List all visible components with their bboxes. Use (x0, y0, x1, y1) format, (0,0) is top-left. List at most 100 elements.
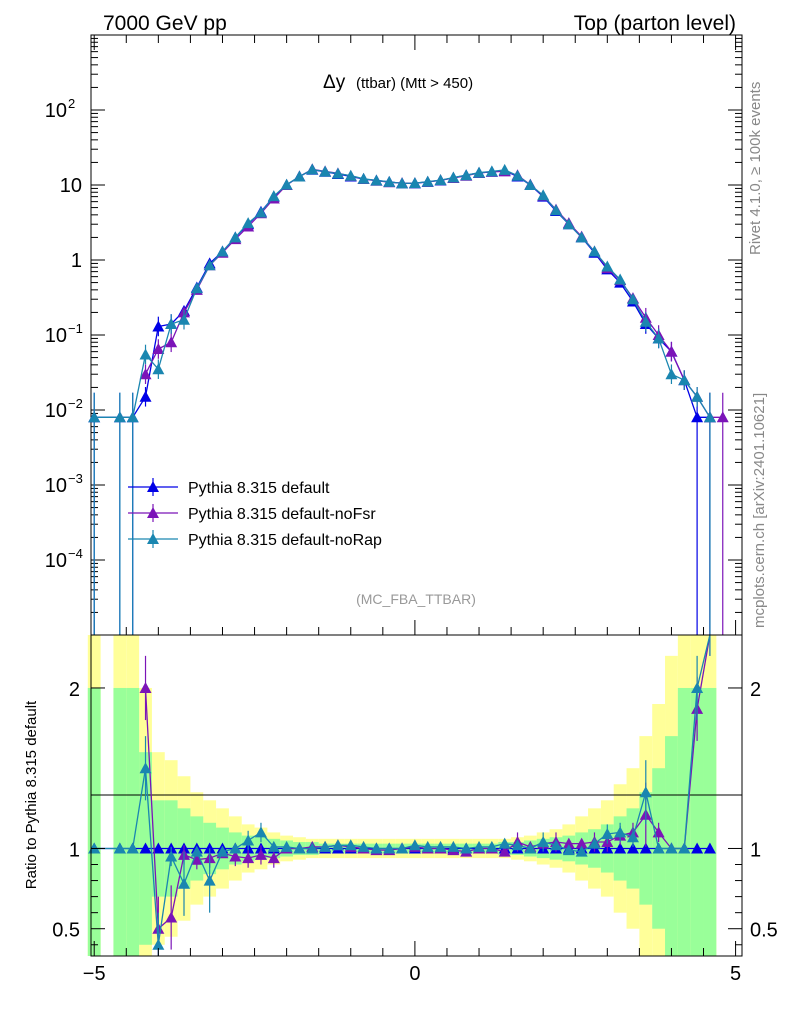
upper-y-tick-label: 10 (60, 175, 82, 197)
ratio-y-tick-label-right: 1 (750, 839, 761, 861)
ratio-data-point (319, 840, 332, 852)
ratio-data-point (165, 850, 178, 862)
upper-y-tick-label: 1 (71, 250, 82, 272)
ratio-y-tick-label-right: 2 (750, 679, 761, 701)
upper-data-point (165, 336, 178, 348)
upper-data-point (678, 374, 691, 386)
ratio-data-point (408, 839, 421, 851)
upper-y-tick-exponent: −1 (68, 321, 83, 336)
ratio-data-point (614, 842, 627, 854)
upper-series-group (88, 163, 729, 635)
ratio-data-point (113, 842, 126, 854)
plot-title-main: Δy (323, 72, 346, 93)
upper-data-point (537, 189, 550, 201)
upper-data-point (524, 179, 537, 190)
upper-data-point (601, 260, 614, 272)
upper-y-tick-exponent: −3 (68, 471, 83, 486)
ratio-data-point (614, 826, 627, 838)
green-band-bin (703, 687, 717, 956)
upper-data-point (139, 368, 152, 380)
ratio-data-point (152, 842, 165, 854)
ratio-data-point (550, 839, 562, 851)
upper-data-point (165, 318, 178, 330)
legend-label: Pythia 8.315 default-noRap (188, 532, 382, 549)
upper-data-point (113, 411, 126, 423)
upper-data-point (691, 411, 704, 423)
upper-axis-ticks (91, 35, 742, 636)
ratio-data-point (511, 839, 524, 851)
upper-data-point (575, 231, 588, 243)
ratio-y-tick-label: 0.5 (52, 920, 80, 942)
upper-data-point (306, 163, 319, 175)
upper-series-line-0 (94, 169, 710, 418)
ratio-data-point (434, 840, 447, 852)
legend-label: Pythia 8.315 default (188, 480, 330, 497)
upper-data-point (370, 174, 383, 186)
ratio-data-point (473, 840, 486, 852)
x-tick-labels: −5 0 5 (83, 963, 741, 985)
upper-data-point (383, 175, 396, 187)
ratio-y-tick-label-right: 0.5 (750, 920, 778, 942)
upper-data-point (614, 273, 627, 285)
ratio-data-point (678, 842, 691, 854)
ratio-data-point (139, 681, 152, 693)
ratio-data-point (267, 840, 280, 852)
upper-data-point (588, 245, 601, 257)
upper-data-point (473, 166, 486, 178)
ratio-data-point (639, 786, 652, 798)
upper-data-point (152, 343, 165, 355)
ratio-data-point (652, 842, 665, 854)
upper-data-point (498, 163, 511, 175)
rivet-label: Rivet 4.1.0, ≥ 100k events (747, 82, 764, 255)
ratio-data-point (575, 837, 588, 849)
upper-data-point (88, 411, 101, 423)
ratio-data-point (370, 842, 383, 854)
upper-data-point (152, 320, 165, 332)
watermark: (MC_FBA_TTBAR) (356, 591, 476, 607)
upper-data-point (293, 170, 306, 182)
x-tick-label: 5 (730, 963, 741, 985)
ratio-y-tick-label: 1 (69, 839, 80, 861)
ratio-data-point (229, 850, 242, 862)
ratio-chart: 0.5 0.5 1 1 2 2 −5 0 5 Ratio to Pythia 8.315 de… (23, 634, 778, 985)
x-tick-label: 0 (409, 963, 420, 985)
upper-data-point (703, 411, 716, 423)
ratio-data-point (691, 681, 704, 693)
upper-series-line-1 (144, 168, 723, 418)
ratio-data-point (485, 840, 498, 852)
ratio-y-axis-label: Ratio to Pythia 8.315 default (23, 700, 40, 889)
upper-y-tick-label: 10 (45, 100, 67, 122)
upper-data-point (396, 177, 409, 189)
upper-data-point (639, 315, 652, 327)
ratio-y-tick-labels: 0.5 0.5 1 1 2 2 (52, 679, 778, 942)
ratio-data-point (190, 853, 203, 865)
upper-data-point (562, 218, 575, 230)
upper-y-tick-label: 10 (45, 550, 67, 572)
ratio-data-point (306, 842, 319, 854)
ratio-data-point (639, 842, 652, 854)
upper-data-point (511, 169, 524, 181)
ratio-data-point (242, 834, 255, 846)
legend-marker (147, 507, 159, 518)
legend-label: Pythia 8.315 default-noFsr (188, 506, 376, 523)
upper-data-point (357, 172, 370, 184)
green-band-bin (677, 687, 691, 956)
legend-marker (147, 533, 159, 544)
upper-data-point (447, 171, 460, 183)
header-left: 7000 GeV pp (103, 12, 227, 35)
mcplots-label: mcplots.cern.ch [arXiv:2401.10621] (751, 393, 768, 628)
upper-data-point (344, 169, 357, 181)
ratio-data-point (383, 842, 396, 854)
upper-data-point (139, 348, 152, 360)
plot-title-sub: (ttbar) (Mtt > 450) (356, 75, 473, 92)
ratio-data-point (203, 874, 216, 886)
upper-data-point (665, 345, 678, 357)
ratio-data-point (626, 842, 639, 854)
ratio-frame (90, 634, 743, 957)
ratio-data-point (139, 762, 152, 774)
x-tick-label: −5 (83, 963, 106, 985)
ratio-data-point (562, 837, 575, 849)
upper-data-point (485, 165, 498, 177)
upper-data-point (408, 177, 421, 189)
